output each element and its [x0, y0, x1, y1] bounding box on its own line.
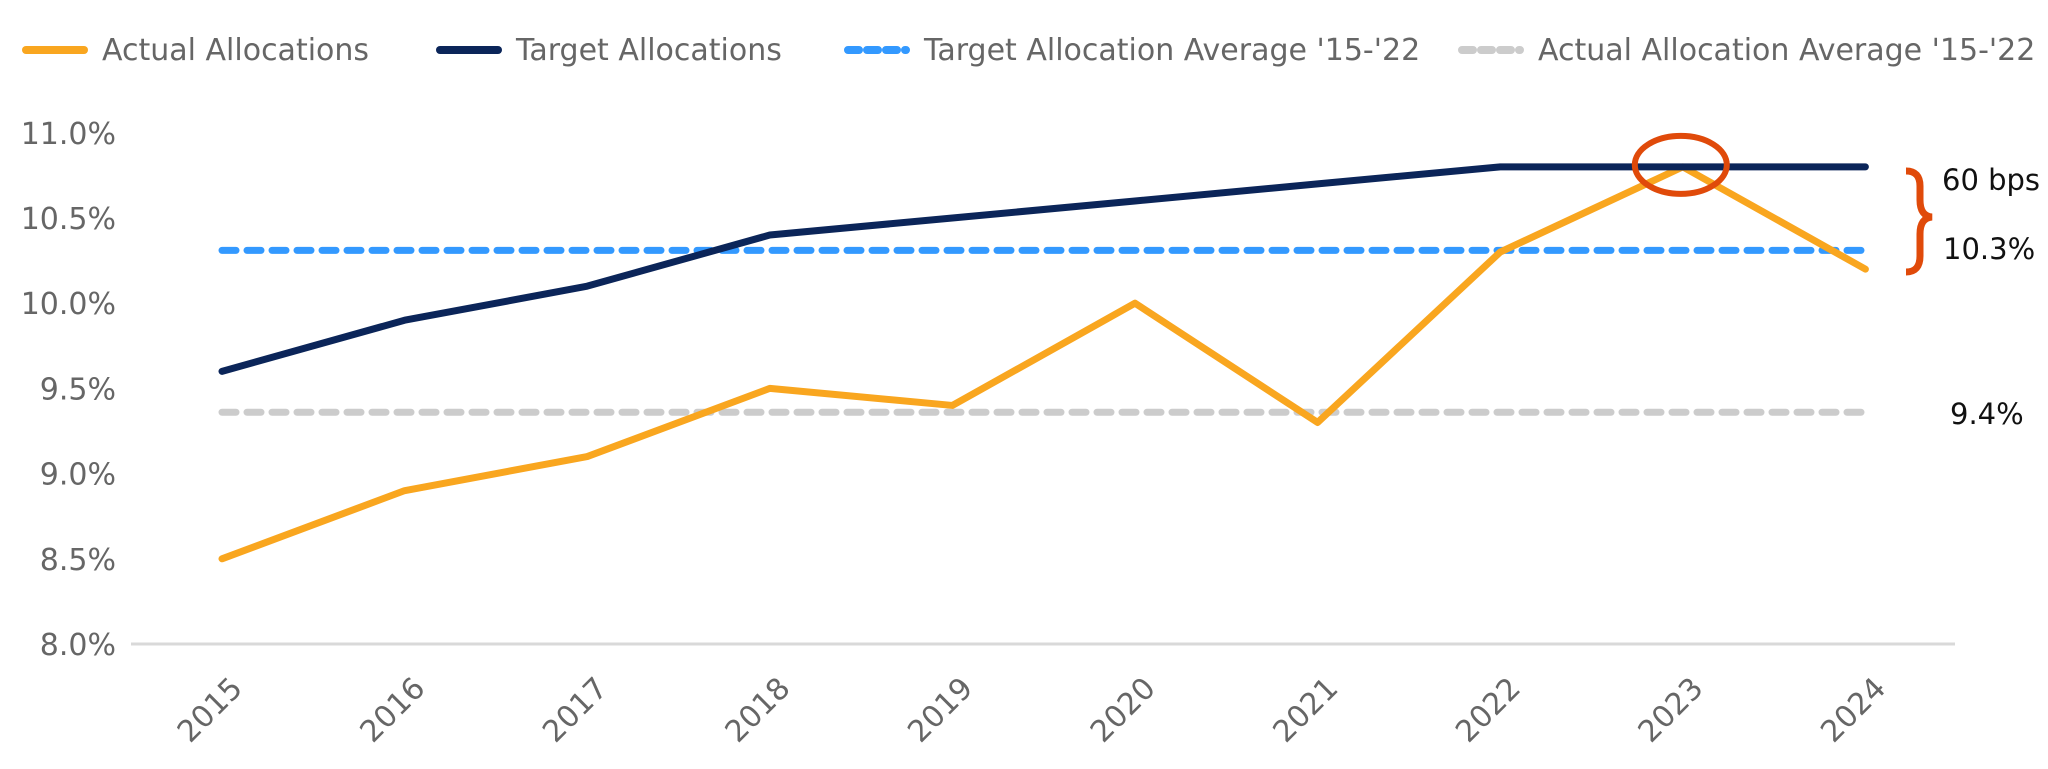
x-tick-label: 2015 [171, 671, 250, 750]
y-tick-label: 9.0% [40, 458, 116, 493]
annotations: 60 bps 10.3% 9.4% [1635, 136, 2040, 431]
y-tick-label: 10.5% [21, 202, 116, 237]
y-tick-label: 10.0% [21, 287, 116, 322]
x-tick-label: 2017 [536, 671, 615, 750]
x-tick-label: 2024 [1814, 671, 1893, 750]
legend-label: Target Allocations [515, 33, 782, 68]
x-tick-label: 2019 [901, 671, 980, 750]
y-axis: 8.0% 8.5% 9.0% 9.5% 10.0% 10.5% 11.0% [21, 117, 116, 663]
x-tick-label: 2023 [1632, 671, 1711, 750]
x-axis: 2015 2016 2017 2018 2019 2020 2021 2022 2023 2024 [171, 671, 1893, 750]
gap-brace [1906, 171, 1932, 272]
gap-label: 60 bps [1942, 163, 2040, 197]
x-tick-label: 2022 [1449, 671, 1528, 750]
legend: Actual Allocations Target Allocations Targ… [26, 33, 2035, 68]
x-tick-label: 2020 [1084, 671, 1163, 750]
y-tick-label: 8.5% [40, 543, 116, 578]
legend-label: Actual Allocation Average '15-'22 [1538, 33, 2035, 68]
y-tick-label: 11.0% [21, 117, 116, 152]
x-tick-label: 2021 [1267, 671, 1346, 750]
x-tick-label: 2016 [354, 671, 433, 750]
y-tick-label: 9.5% [40, 372, 116, 407]
legend-label: Actual Allocations [102, 33, 369, 68]
legend-label: Target Allocation Average '15-'22 [923, 33, 1420, 68]
y-tick-label: 8.0% [40, 628, 116, 663]
target-average-label: 10.3% [1943, 232, 2035, 266]
series-line-0 [222, 167, 1865, 559]
series-group [222, 167, 1866, 559]
actual-average-label: 9.4% [1950, 397, 2024, 431]
x-tick-label: 2018 [719, 671, 798, 750]
